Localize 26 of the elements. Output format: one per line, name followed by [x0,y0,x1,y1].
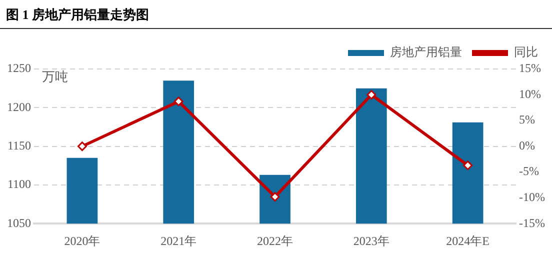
y-tick-label: 1150 [7,138,31,152]
x-tick-label: 2022年 [257,234,294,248]
y-axis-title: 万吨 [42,68,68,84]
y-tick-label: 1100 [7,177,31,192]
legend-label: 同比 [514,45,538,60]
y2-tick-label: -10% [519,190,546,204]
x-tick-label: 2020年 [64,234,100,248]
point [174,96,184,106]
y2-tick-label: 5% [519,112,536,127]
legend-label: 房地产用铝量 [390,45,462,60]
y-tick-label: 1200 [7,100,31,114]
x-tick-label: 2023年 [353,234,390,248]
x-tick-label: 2021年 [160,234,197,248]
point [366,90,376,100]
y2-tick-label: 15% [519,61,542,76]
point [77,142,87,152]
y2-tick-label: -5% [519,164,540,178]
point [463,160,473,170]
y-tick-label: 1250 [7,61,31,76]
y-tick-label: 1050 [7,216,31,230]
point [270,192,280,202]
x-tick-label: 2024年E [446,234,490,248]
y2-tick-label: 10% [519,86,542,101]
y2-tick-label: -15% [519,216,546,230]
chart-title: 图 1 房地产用铝量走势图 [0,0,552,29]
y2-tick-label: 0% [519,138,536,152]
